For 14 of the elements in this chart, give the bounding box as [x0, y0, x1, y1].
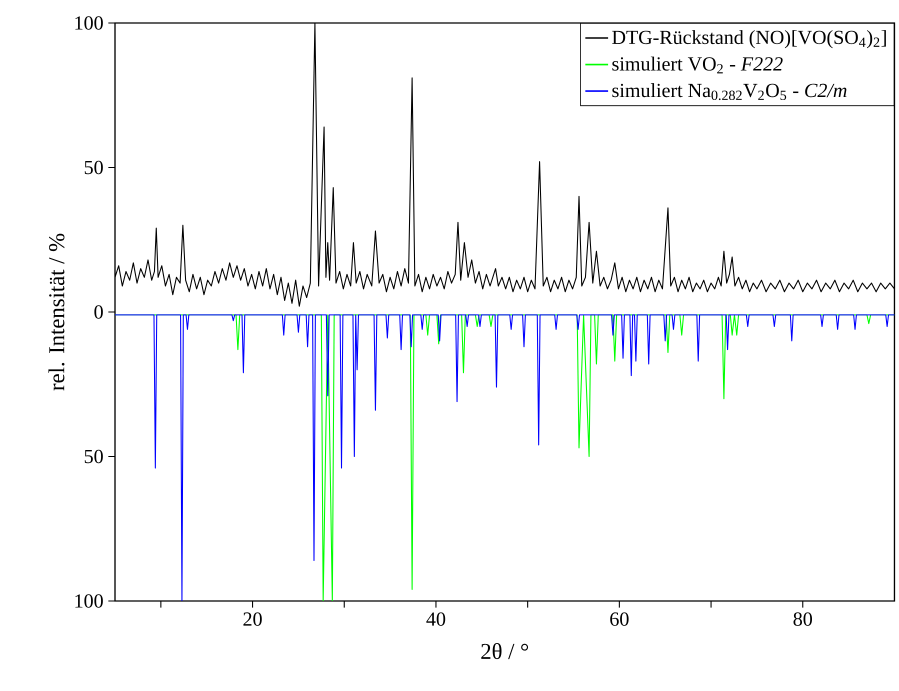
y-tick-label: 0: [94, 305, 103, 319]
legend-label: simuliert Na$_{0.282}$V$_{2}$O$_{5}$ - C2/m: [612, 83, 847, 100]
y-tick-label: 100: [75, 16, 103, 30]
x-tick-label: 80: [794, 612, 812, 626]
y-tick-label: 100: [75, 594, 103, 608]
legend-label: DTG-Rückstand (NO)[VO(SO$_{4}$)$_{2}$]: [612, 30, 886, 48]
y-tick-label: 50: [84, 160, 103, 174]
x-tick-label: 40: [426, 612, 446, 626]
x-tick-label: 20: [243, 612, 262, 626]
x-axis-title: 2θ / °: [481, 643, 528, 660]
legend-label: simuliert VO$_{2}$ - F222: [612, 56, 783, 74]
x-tick-label: 60: [610, 612, 629, 626]
y-axis-title: rel. Intensität / %: [48, 234, 64, 391]
y-tick-label: 50: [84, 450, 103, 464]
